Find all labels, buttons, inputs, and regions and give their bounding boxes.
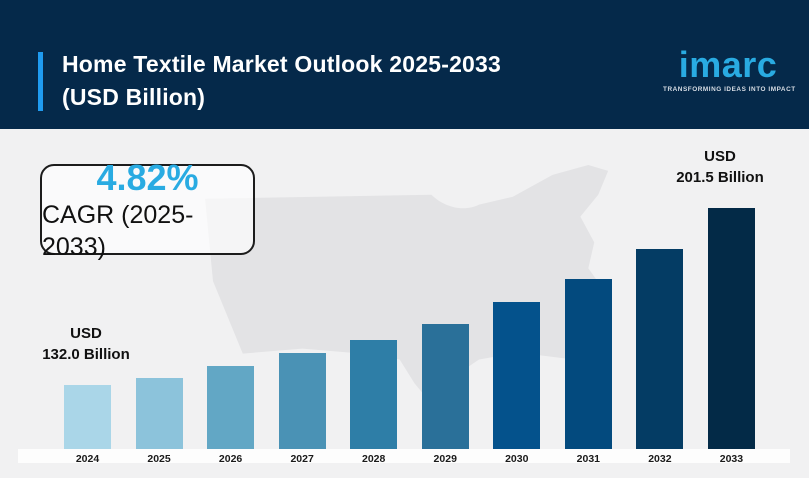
start-value-line-1: USD <box>70 325 102 342</box>
bar-2029: 2029 <box>421 324 469 465</box>
bar-2031: 2031 <box>564 279 612 465</box>
end-value-label: USD 201.5 Billion <box>655 146 785 188</box>
title-accent-bar <box>38 52 43 111</box>
logo-tagline: TRANSFORMING IDEAS INTO IMPACT <box>663 86 796 93</box>
x-axis-label: 2027 <box>290 453 314 465</box>
header: Home Textile Market Outlook 2025-2033 (U… <box>0 0 809 129</box>
x-axis-label: 2031 <box>576 453 600 465</box>
start-value-label: USD 132.0 Billion <box>21 323 151 365</box>
bar-2027: 2027 <box>278 353 326 465</box>
title-line-2: (USD Billion) <box>62 84 206 110</box>
x-axis-label: 2032 <box>648 453 672 465</box>
x-axis-label: 2024 <box>75 453 100 465</box>
x-axis-label: 2026 <box>218 453 243 465</box>
x-axis-label: 2025 <box>147 453 171 465</box>
start-value-line-2: 132.0 Billion <box>42 346 130 363</box>
x-axis-label: 2028 <box>362 453 386 465</box>
bar-2024: 2024 <box>64 385 111 465</box>
cagr-badge: 4.82% CAGR (2025-2033) <box>40 157 255 261</box>
title-line-1: Home Textile Market Outlook 2025-2033 <box>62 51 502 77</box>
x-axis-label: 2033 <box>719 453 744 465</box>
cagr-label: CAGR (2025-2033) <box>42 200 194 261</box>
imarc-logo: imarc TRANSFORMING IDEAS INTO IMPACT <box>663 44 796 94</box>
bar-2030: 2030 <box>493 302 541 465</box>
chart-area: 4.82% CAGR (2025-2033) USD 132.0 Billion… <box>0 129 809 478</box>
bar-2026: 2026 <box>207 366 255 465</box>
x-axis <box>18 449 790 463</box>
bar-2025: 2025 <box>135 378 183 465</box>
cagr-value: 4.82% <box>96 156 199 198</box>
end-value-line-2: 201.5 Billion <box>676 169 764 186</box>
bar-chart: 2024 2025 2026 2027 2028 2029 2030 2031 2032 2033 <box>64 208 755 465</box>
x-axis-label: 2030 <box>505 453 529 465</box>
x-axis-label: 2029 <box>433 453 457 465</box>
page-title: Home Textile Market Outlook 2025-2033 (U… <box>62 48 501 114</box>
bar-2033: 2033 <box>707 208 755 465</box>
logo-brand-text: imarc <box>678 44 778 85</box>
bar-2032: 2032 <box>636 249 684 465</box>
bar-2028: 2028 <box>350 340 398 465</box>
end-value-line-1: USD <box>704 148 736 165</box>
